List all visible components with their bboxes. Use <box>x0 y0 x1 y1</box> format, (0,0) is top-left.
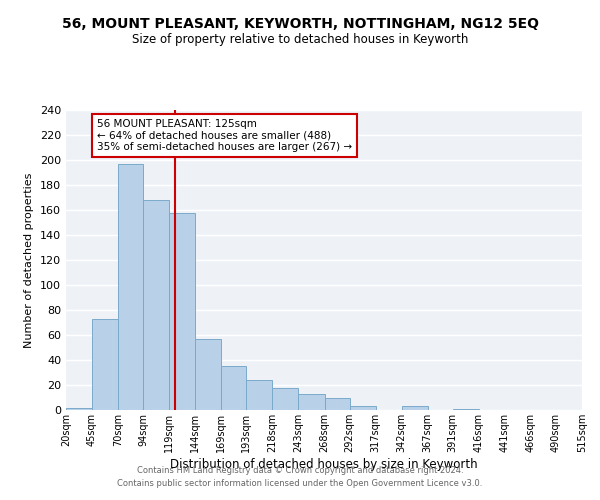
Bar <box>143 200 169 410</box>
Text: Contains HM Land Registry data © Crown copyright and database right 2024.
Contai: Contains HM Land Registry data © Crown c… <box>118 466 482 487</box>
Bar <box>195 339 221 410</box>
Bar <box>325 398 350 410</box>
Text: 56 MOUNT PLEASANT: 125sqm
← 64% of detached houses are smaller (488)
35% of semi: 56 MOUNT PLEASANT: 125sqm ← 64% of detac… <box>97 119 352 152</box>
Text: Size of property relative to detached houses in Keyworth: Size of property relative to detached ho… <box>132 32 468 46</box>
Y-axis label: Number of detached properties: Number of detached properties <box>25 172 34 348</box>
Bar <box>118 164 143 410</box>
Bar <box>298 394 325 410</box>
Bar <box>272 388 298 410</box>
X-axis label: Distribution of detached houses by size in Keyworth: Distribution of detached houses by size … <box>170 458 478 470</box>
Bar <box>169 212 195 410</box>
Bar <box>92 319 118 410</box>
Bar <box>453 409 479 410</box>
Bar <box>66 408 92 410</box>
Bar <box>401 406 428 410</box>
Text: 56, MOUNT PLEASANT, KEYWORTH, NOTTINGHAM, NG12 5EQ: 56, MOUNT PLEASANT, KEYWORTH, NOTTINGHAM… <box>62 18 539 32</box>
Bar <box>247 380 272 410</box>
Bar <box>350 406 376 410</box>
Bar <box>221 366 247 410</box>
